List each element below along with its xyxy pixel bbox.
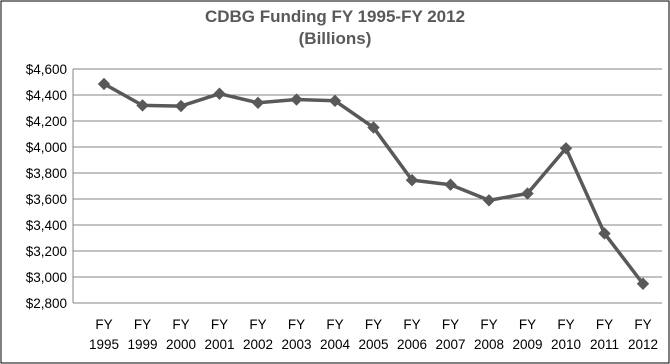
x-tick-label: FY 2010 xyxy=(551,317,581,352)
data-point-marker xyxy=(328,94,342,108)
x-tick-label-prefix: FY xyxy=(634,317,651,332)
y-tick-label: $3,200 xyxy=(26,244,67,259)
x-tick-label-year: 1995 xyxy=(89,337,119,352)
y-tick-label: $4,600 xyxy=(26,62,67,77)
x-tick-label-year: 1999 xyxy=(127,337,157,352)
y-tick-label: $4,400 xyxy=(26,88,67,103)
y-tick-label: $3,400 xyxy=(26,218,67,233)
x-tick-label-year: 2004 xyxy=(320,337,351,352)
x-tick-label-year: 2001 xyxy=(204,337,234,352)
x-tick-label: FY 1995 xyxy=(89,317,119,352)
x-tick-label: FY 2007 xyxy=(435,317,465,352)
x-tick-label: FY 1999 xyxy=(127,317,157,352)
x-tick-label-year: 2007 xyxy=(435,337,465,352)
x-tick-label: FY 2001 xyxy=(204,317,234,352)
x-tick-label-prefix: FY xyxy=(134,317,151,332)
x-tick-label-prefix: FY xyxy=(519,317,536,332)
x-tick-label: FY 2002 xyxy=(243,317,273,352)
x-tick-label-year: 2006 xyxy=(397,337,427,352)
y-tick-label: $2,800 xyxy=(26,296,67,311)
x-tick-label-prefix: FY xyxy=(288,317,305,332)
x-tick-label-prefix: FY xyxy=(596,317,613,332)
x-tick-label-prefix: FY xyxy=(326,317,343,332)
x-tick-label-year: 2002 xyxy=(243,337,273,352)
x-tick-label-prefix: FY xyxy=(95,317,112,332)
x-tick-label-year: 2009 xyxy=(512,337,542,352)
series-line xyxy=(103,82,645,285)
x-tick-label-prefix: FY xyxy=(557,317,574,332)
chart-title-line-2: (Billions) xyxy=(299,29,372,48)
series-funding xyxy=(97,77,650,290)
x-tick-label-year: 2003 xyxy=(281,337,311,352)
x-tick-label-year: 2005 xyxy=(358,337,388,352)
data-point-marker xyxy=(521,187,534,200)
data-point-marker xyxy=(444,178,457,191)
x-tick-label: FY 2004 xyxy=(320,317,351,352)
data-point-marker xyxy=(213,87,226,100)
x-axis-tick-labels: FY 1995 FY 1999 FY 2000 FY 2001 FY 2002 FY 2003 FY 20… xyxy=(89,317,658,352)
data-point-marker xyxy=(482,194,496,207)
x-tick-label: FY 2008 xyxy=(474,317,504,352)
x-tick-label-year: 2011 xyxy=(590,337,619,352)
x-tick-label: FY 2006 xyxy=(397,317,427,352)
x-tick-label: FY 2003 xyxy=(281,317,311,352)
chart-title-line-1: CDBG Funding FY 1995-FY 2012 xyxy=(205,7,465,26)
x-tick-label: FY 2009 xyxy=(512,317,542,352)
y-tick-label: $4,200 xyxy=(26,114,67,129)
y-tick-label: $4,000 xyxy=(26,140,67,155)
data-point-marker xyxy=(174,99,188,113)
y-tick-label: $3,800 xyxy=(26,166,67,181)
data-point-marker xyxy=(367,121,380,134)
x-tick-label-prefix: FY xyxy=(480,317,497,332)
chart-title: CDBG Funding FY 1995-FY 2012 (Billions) xyxy=(205,7,465,48)
x-tick-label: FY 2012 xyxy=(628,317,658,352)
y-tick-label: $3,600 xyxy=(26,192,67,207)
data-point-marker xyxy=(97,77,111,91)
data-point-marker xyxy=(636,277,650,290)
x-tick-label-year: 2000 xyxy=(166,337,196,352)
data-point-marker xyxy=(405,173,419,187)
x-tick-label-prefix: FY xyxy=(403,317,420,332)
x-tick-label-year: 2012 xyxy=(628,337,658,352)
x-tick-label-prefix: FY xyxy=(172,317,189,332)
y-axis-tick-labels: $2,800 $3,000 $3,200 $3,400 $3,600 $3,800 $4,0… xyxy=(26,62,67,311)
x-tick-label: FY 2000 xyxy=(166,317,196,352)
x-tick-label: FY 2011 xyxy=(590,317,619,352)
axes xyxy=(72,69,662,304)
x-tick-label-prefix: FY xyxy=(211,317,228,332)
data-point-marker xyxy=(598,227,611,240)
y-tick-label: $3,000 xyxy=(26,270,67,285)
x-tick-label-prefix: FY xyxy=(442,317,459,332)
data-point-marker xyxy=(290,93,303,106)
x-tick-label-year: 2010 xyxy=(551,337,581,352)
x-tick-label-prefix: FY xyxy=(365,317,382,332)
data-point-marker xyxy=(559,142,573,155)
x-tick-label-year: 2008 xyxy=(474,337,504,352)
data-point-marker xyxy=(136,99,149,112)
data-point-marker xyxy=(251,96,265,110)
x-tick-label-prefix: FY xyxy=(249,317,266,332)
x-tick-label: FY 2005 xyxy=(358,317,388,352)
gridlines xyxy=(73,68,662,278)
